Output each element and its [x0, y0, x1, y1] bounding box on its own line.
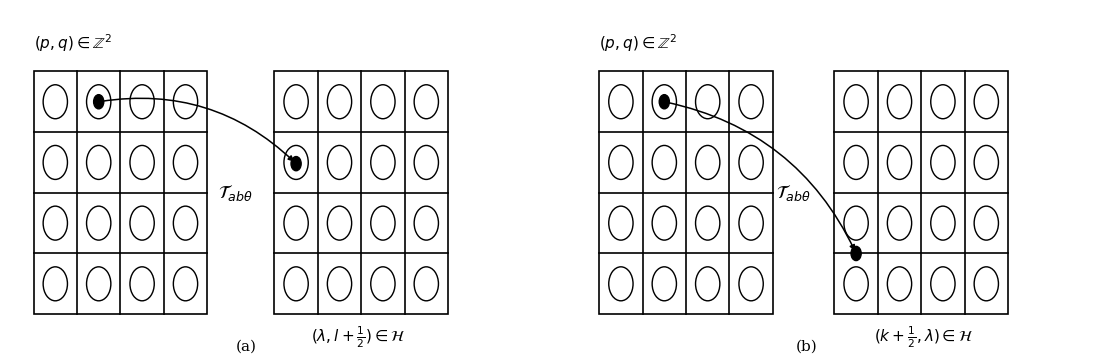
Ellipse shape	[652, 85, 676, 119]
Bar	[34, 71, 207, 314]
Ellipse shape	[284, 206, 308, 240]
Ellipse shape	[660, 95, 670, 109]
Ellipse shape	[887, 85, 912, 119]
Ellipse shape	[652, 206, 676, 240]
Ellipse shape	[327, 206, 352, 240]
Ellipse shape	[94, 95, 104, 109]
Ellipse shape	[739, 206, 763, 240]
Ellipse shape	[327, 85, 352, 119]
FancyArrowPatch shape	[102, 98, 292, 161]
Ellipse shape	[931, 145, 955, 180]
Ellipse shape	[696, 145, 720, 180]
Ellipse shape	[844, 145, 868, 180]
Text: $\mathcal{T}_{ab\theta}$: $\mathcal{T}_{ab\theta}$	[218, 183, 253, 203]
Ellipse shape	[174, 145, 197, 180]
Ellipse shape	[974, 267, 998, 301]
Ellipse shape	[844, 206, 868, 240]
Ellipse shape	[974, 85, 998, 119]
Text: (a): (a)	[236, 340, 256, 353]
Ellipse shape	[739, 145, 763, 180]
Ellipse shape	[284, 145, 308, 180]
Ellipse shape	[284, 85, 308, 119]
FancyArrowPatch shape	[668, 102, 855, 250]
Ellipse shape	[414, 267, 438, 301]
Ellipse shape	[44, 85, 67, 119]
Ellipse shape	[931, 267, 955, 301]
Ellipse shape	[609, 267, 633, 301]
Ellipse shape	[974, 145, 998, 180]
Ellipse shape	[371, 85, 395, 119]
Text: $(p,q) \in \mathbb{Z}^2$: $(p,q) \in \mathbb{Z}^2$	[599, 32, 678, 54]
Ellipse shape	[327, 145, 352, 180]
Ellipse shape	[609, 85, 633, 119]
Ellipse shape	[887, 206, 912, 240]
Bar	[599, 71, 773, 314]
Bar	[274, 71, 448, 314]
Ellipse shape	[974, 206, 998, 240]
Ellipse shape	[414, 145, 438, 180]
Ellipse shape	[887, 267, 912, 301]
Text: (b): (b)	[795, 340, 818, 353]
Ellipse shape	[174, 206, 197, 240]
Ellipse shape	[371, 206, 395, 240]
Text: $(p,q) \in \mathbb{Z}^2$: $(p,q) \in \mathbb{Z}^2$	[34, 32, 112, 54]
Ellipse shape	[887, 145, 912, 180]
Ellipse shape	[739, 85, 763, 119]
Ellipse shape	[851, 246, 861, 261]
Ellipse shape	[44, 145, 67, 180]
Ellipse shape	[284, 267, 308, 301]
Bar	[834, 71, 1008, 314]
Ellipse shape	[609, 145, 633, 180]
Ellipse shape	[696, 206, 720, 240]
Ellipse shape	[86, 206, 111, 240]
Ellipse shape	[696, 267, 720, 301]
Ellipse shape	[44, 206, 67, 240]
Ellipse shape	[291, 157, 301, 171]
Ellipse shape	[130, 206, 155, 240]
Ellipse shape	[86, 145, 111, 180]
Ellipse shape	[652, 267, 676, 301]
Text: $\mathcal{T}_{ab\theta}$: $\mathcal{T}_{ab\theta}$	[776, 183, 811, 203]
Ellipse shape	[174, 85, 197, 119]
Ellipse shape	[609, 206, 633, 240]
Ellipse shape	[844, 85, 868, 119]
Ellipse shape	[414, 206, 438, 240]
Ellipse shape	[130, 267, 155, 301]
Ellipse shape	[371, 267, 395, 301]
Ellipse shape	[130, 85, 155, 119]
Ellipse shape	[130, 145, 155, 180]
Ellipse shape	[652, 145, 676, 180]
Ellipse shape	[739, 267, 763, 301]
Ellipse shape	[44, 267, 67, 301]
Ellipse shape	[414, 85, 438, 119]
Ellipse shape	[371, 145, 395, 180]
Ellipse shape	[696, 85, 720, 119]
Text: $(k + \frac{1}{2}, \lambda) \in \mathcal{H}$: $(k + \frac{1}{2}, \lambda) \in \mathcal…	[875, 325, 973, 351]
Ellipse shape	[844, 267, 868, 301]
Ellipse shape	[931, 85, 955, 119]
Ellipse shape	[174, 267, 197, 301]
Ellipse shape	[86, 267, 111, 301]
Ellipse shape	[327, 267, 352, 301]
Ellipse shape	[931, 206, 955, 240]
Text: $(\lambda, l + \frac{1}{2}) \in \mathcal{H}$: $(\lambda, l + \frac{1}{2}) \in \mathcal…	[311, 325, 405, 351]
Ellipse shape	[86, 85, 111, 119]
